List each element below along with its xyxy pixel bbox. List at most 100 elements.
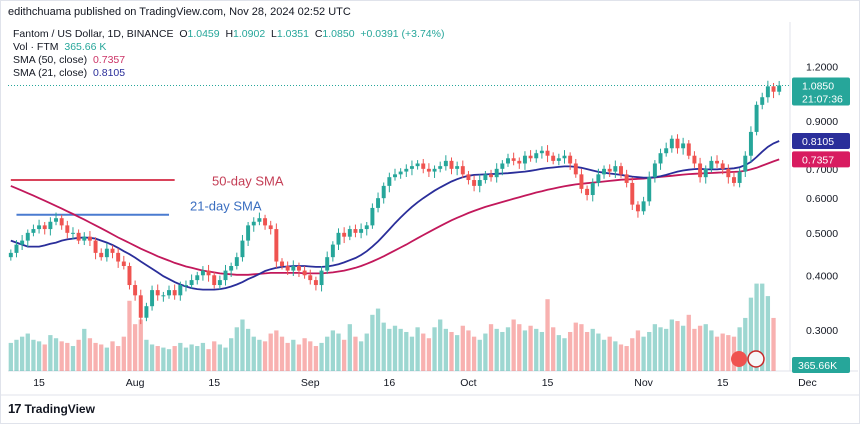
candle-body[interactable]	[20, 240, 25, 245]
candle-body[interactable]	[251, 221, 256, 226]
candle-body[interactable]	[669, 138, 674, 149]
candle-body[interactable]	[545, 150, 550, 156]
candle-body[interactable]	[387, 177, 392, 186]
candle-body[interactable]	[54, 218, 58, 222]
candle-body[interactable]	[257, 218, 262, 222]
candle-body[interactable]	[319, 270, 324, 286]
candle-body[interactable]	[234, 257, 239, 267]
candle-body[interactable]	[217, 280, 222, 286]
candle-body[interactable]	[777, 85, 782, 92]
candle-body[interactable]	[223, 270, 228, 281]
candle-body[interactable]	[404, 168, 409, 172]
candle-body[interactable]	[703, 168, 708, 178]
candle-body[interactable]	[189, 280, 194, 286]
candle-body[interactable]	[494, 168, 499, 178]
candle-body[interactable]	[421, 163, 426, 169]
candle-body[interactable]	[70, 232, 75, 234]
candle-body[interactable]	[313, 280, 318, 286]
candle-body[interactable]	[268, 225, 273, 230]
candle-body[interactable]	[93, 240, 98, 253]
candle-body[interactable]	[99, 252, 104, 258]
candle-body[interactable]	[709, 160, 714, 169]
candle-body[interactable]	[65, 225, 70, 233]
candle-body[interactable]	[325, 257, 330, 271]
candle-body[interactable]	[342, 232, 347, 237]
candle-body[interactable]	[274, 229, 279, 262]
candle-body[interactable]	[104, 248, 109, 258]
candle-body[interactable]	[121, 261, 126, 267]
candle-body[interactable]	[183, 285, 188, 287]
legend-sma50-row[interactable]: SMA (50, close) 0.7357	[13, 54, 444, 67]
candle-body[interactable]	[48, 221, 53, 230]
candle-body[interactable]	[240, 240, 245, 258]
candle-body[interactable]	[517, 160, 522, 164]
candle-body[interactable]	[720, 163, 725, 169]
candle-body[interactable]	[398, 171, 403, 175]
candle-body[interactable]	[376, 198, 381, 208]
candle-body[interactable]	[438, 166, 443, 169]
candle-body[interactable]	[37, 225, 42, 230]
earnings-flag-icon[interactable]	[747, 350, 765, 368]
candle-body[interactable]	[110, 248, 115, 253]
candle-body[interactable]	[573, 163, 578, 175]
candle-body[interactable]	[539, 150, 544, 154]
candle-body[interactable]	[212, 275, 217, 286]
candle-body[interactable]	[528, 155, 533, 159]
candle-body[interactable]	[308, 275, 313, 281]
candle-body[interactable]	[200, 270, 205, 276]
candle-body[interactable]	[443, 160, 448, 167]
candle-body[interactable]	[641, 201, 646, 212]
candle-body[interactable]	[393, 174, 397, 178]
candle-body[interactable]	[658, 153, 663, 164]
candle-body[interactable]	[415, 163, 420, 167]
candle-body[interactable]	[765, 86, 770, 98]
candle-body[interactable]	[619, 166, 623, 175]
candle-body[interactable]	[263, 218, 268, 226]
candle-body[interactable]	[760, 97, 765, 105]
candle-body[interactable]	[246, 225, 251, 241]
candle-body[interactable]	[195, 275, 200, 281]
candle-body[interactable]	[426, 168, 431, 172]
candle-body[interactable]	[585, 188, 590, 196]
candle-body[interactable]	[748, 131, 753, 156]
candle-body[interactable]	[229, 266, 234, 271]
candle-body[interactable]	[732, 177, 736, 183]
candle-body[interactable]	[579, 174, 584, 189]
candle-body[interactable]	[743, 155, 748, 172]
candle-body[interactable]	[206, 270, 211, 276]
candle-body[interactable]	[602, 168, 607, 175]
candle-body[interactable]	[178, 285, 183, 296]
candle-body[interactable]	[336, 232, 341, 245]
candle-body[interactable]	[347, 229, 352, 237]
candle-body[interactable]	[76, 232, 81, 241]
candle-body[interactable]	[59, 218, 64, 226]
candle-body[interactable]	[489, 174, 494, 178]
candle-body[interactable]	[664, 148, 669, 154]
candle-body[interactable]	[771, 86, 776, 92]
tradingview-logo[interactable]: 17 TradingView	[8, 401, 95, 416]
candle-body[interactable]	[500, 163, 505, 169]
candle-body[interactable]	[681, 143, 686, 149]
candle-body[interactable]	[150, 290, 155, 307]
candle-body[interactable]	[522, 155, 527, 164]
candle-body[interactable]	[31, 229, 36, 233]
candle-body[interactable]	[455, 166, 460, 169]
candle-body[interactable]	[155, 290, 160, 296]
candle-body[interactable]	[25, 232, 30, 241]
candle-body[interactable]	[161, 295, 166, 297]
candle-body[interactable]	[556, 158, 561, 161]
candle-body[interactable]	[8, 252, 13, 258]
candle-body[interactable]	[82, 236, 87, 241]
candle-body[interactable]	[596, 174, 601, 183]
candle-body[interactable]	[449, 160, 454, 169]
candle-body[interactable]	[381, 185, 386, 199]
candle-body[interactable]	[715, 160, 720, 164]
candle-body[interactable]	[353, 229, 358, 233]
candle-body[interactable]	[460, 166, 465, 175]
candle-body[interactable]	[477, 180, 482, 186]
candle-body[interactable]	[409, 166, 414, 169]
candle-body[interactable]	[652, 163, 657, 178]
legend-volume-row[interactable]: Vol · FTM 365.66 K	[13, 41, 444, 54]
candle-body[interactable]	[698, 163, 703, 178]
